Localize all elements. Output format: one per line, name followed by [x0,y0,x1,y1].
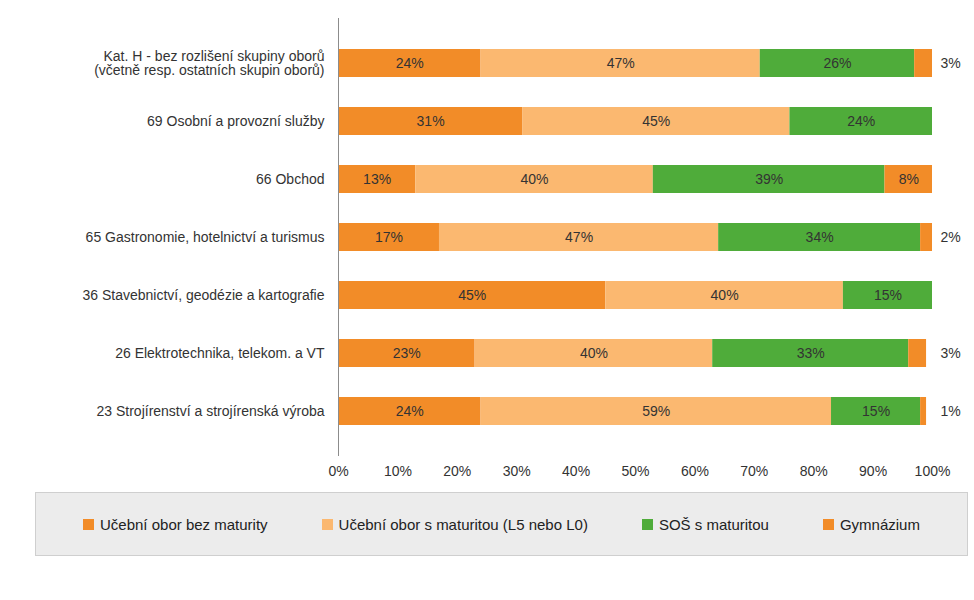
svg-text:13%: 13% [363,171,391,187]
svg-text:24%: 24% [847,113,875,129]
svg-text:70%: 70% [740,463,768,479]
svg-text:45%: 45% [642,113,670,129]
svg-text:8%: 8% [899,171,919,187]
svg-text:50%: 50% [621,463,649,479]
svg-text:80%: 80% [800,463,828,479]
svg-text:2%: 2% [941,229,961,245]
svg-text:30%: 30% [503,463,531,479]
svg-text:17%: 17% [375,229,403,245]
svg-text:59%: 59% [642,403,670,419]
html-text:SOŠ s maturitou: SOŠ s maturitou [658,515,769,533]
svg-text:45%: 45% [458,287,486,303]
svg-text:24%: 24% [396,403,424,419]
svg-text:31%: 31% [417,113,445,129]
svg-text:20%: 20% [443,463,471,479]
svg-text:3%: 3% [941,55,961,71]
html-text:Učební obor bez maturity: Učební obor bez maturity [100,515,268,533]
svg-text:24%: 24% [396,55,424,71]
svg-text:40%: 40% [521,171,549,187]
svg-text:60%: 60% [681,463,709,479]
svg-text:40%: 40% [580,345,608,361]
svg-text:36 Stavebnictví, geodézie a ka: 36 Stavebnictví, geodézie a kartografie [82,287,324,303]
svg-text:0%: 0% [328,463,348,479]
svg-text:3%: 3% [941,345,961,361]
html-text:Učební obor s maturitou (L5 ne: Učební obor s maturitou (L5 nebo L0) [338,515,588,533]
svg-text:39%: 39% [755,171,783,187]
svg-text:100%: 100% [915,463,951,479]
svg-text:15%: 15% [862,403,890,419]
svg-text:33%: 33% [797,345,825,361]
svg-text:47%: 47% [607,55,635,71]
svg-text:1%: 1% [941,403,961,419]
svg-text:40%: 40% [562,463,590,479]
svg-text:Kat. H - bez rozlišení skupiny: Kat. H - bez rozlišení skupiny oborů(vče… [94,48,324,78]
svg-text:23%: 23% [393,345,421,361]
svg-text:10%: 10% [384,463,412,479]
svg-text:65 Gastronomie, hotelnictví a: 65 Gastronomie, hotelnictví a turismus [86,229,325,245]
html-text:Gymnázium: Gymnázium [839,515,920,533]
svg-text:47%: 47% [565,229,593,245]
svg-text:23 Strojírenství a strojírensk: 23 Strojírenství a strojírenská výroba [97,403,325,419]
svg-text:90%: 90% [859,463,887,479]
svg-text:26 Elektrotechnika, telekom. a: 26 Elektrotechnika, telekom. a VT [115,345,325,361]
svg-text:69 Osobní a provozní služby: 69 Osobní a provozní služby [147,113,324,129]
svg-text:15%: 15% [874,287,902,303]
svg-text:34%: 34% [806,229,834,245]
svg-text:26%: 26% [823,55,851,71]
svg-text:40%: 40% [711,287,739,303]
svg-text:66 Obchod: 66 Obchod [256,171,325,187]
